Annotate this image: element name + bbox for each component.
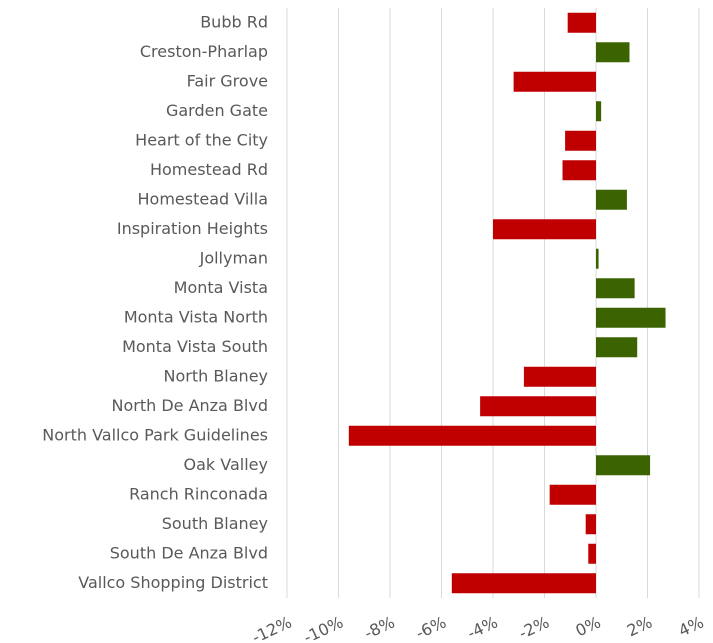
y-tick-label: Monta Vista bbox=[174, 278, 268, 297]
y-tick-label: Oak Valley bbox=[184, 455, 268, 474]
x-tick-label: -2% bbox=[516, 612, 552, 642]
bar bbox=[596, 337, 638, 358]
x-tick-label: -10% bbox=[301, 612, 346, 643]
x-tick-label: -8% bbox=[361, 612, 397, 642]
bar bbox=[596, 189, 627, 210]
y-tick-label: Creston-Pharlap bbox=[140, 42, 268, 61]
bar bbox=[562, 160, 596, 181]
y-tick-label: Jollyman bbox=[199, 248, 268, 267]
x-tick-label: -6% bbox=[413, 612, 449, 642]
y-tick-label: South Blaney bbox=[162, 514, 268, 533]
y-tick-label: North De Anza Blvd bbox=[111, 396, 268, 415]
y-tick-label: Inspiration Heights bbox=[117, 219, 268, 238]
x-tick-label: 2% bbox=[624, 612, 655, 640]
y-tick-label: South De Anza Blvd bbox=[110, 543, 268, 562]
bar bbox=[480, 396, 596, 417]
x-tick-label: 4% bbox=[676, 612, 707, 640]
bar bbox=[565, 130, 596, 151]
y-tick-label: Ranch Rinconada bbox=[129, 484, 268, 503]
y-tick-label: Monta Vista North bbox=[124, 307, 268, 326]
y-tick-label: Bubb Rd bbox=[200, 12, 268, 31]
bar bbox=[549, 484, 596, 505]
bar bbox=[567, 12, 596, 33]
bar bbox=[585, 514, 596, 535]
y-tick-label: Fair Grove bbox=[187, 71, 268, 90]
y-tick-label: Homestead Villa bbox=[138, 189, 268, 208]
bar bbox=[596, 248, 599, 269]
x-tick-label: -12% bbox=[249, 612, 294, 643]
x-tick-label: -4% bbox=[464, 612, 500, 642]
bar bbox=[493, 219, 596, 240]
y-tick-label: Monta Vista South bbox=[122, 337, 268, 356]
bar bbox=[596, 42, 630, 63]
bar bbox=[513, 71, 596, 92]
y-tick-label: Heart of the City bbox=[135, 130, 268, 149]
bar bbox=[523, 366, 596, 387]
y-tick-label: North Vallco Park Guidelines bbox=[42, 425, 268, 444]
y-tick-label: Garden Gate bbox=[166, 101, 268, 120]
y-tick-label: Vallco Shopping District bbox=[78, 573, 268, 592]
bar bbox=[596, 101, 602, 122]
y-tick-label: Homestead Rd bbox=[150, 160, 268, 179]
bar bbox=[451, 573, 596, 594]
bar bbox=[596, 307, 666, 328]
bar bbox=[596, 455, 651, 476]
x-tick-label: 0% bbox=[573, 612, 604, 640]
y-tick-label: North Blaney bbox=[163, 366, 268, 385]
bar bbox=[596, 278, 635, 299]
bar bbox=[348, 425, 596, 446]
bar bbox=[588, 543, 596, 564]
